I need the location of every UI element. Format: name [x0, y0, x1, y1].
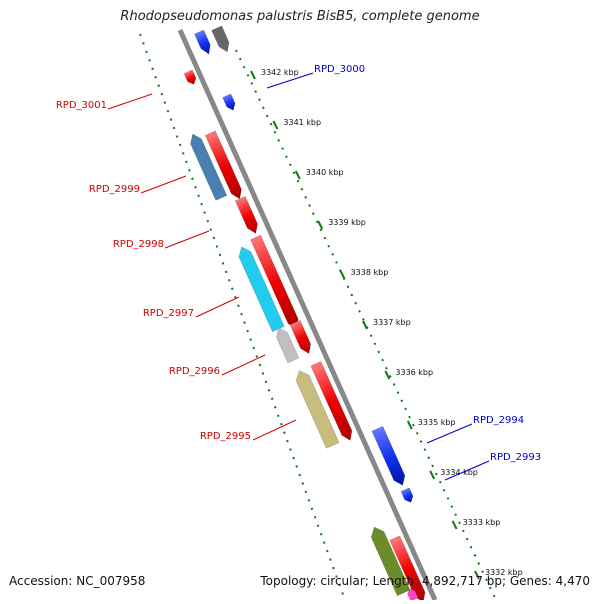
scale-tick-label: 3339 kbp — [328, 218, 366, 227]
scale-tick-label: 3342 kbp — [261, 68, 299, 77]
scale-tick-label: 3336 kbp — [395, 368, 433, 377]
scale-tick-mark — [429, 470, 436, 480]
gene-next-red-arrow[interactable] — [389, 535, 429, 603]
gene-label-reverse[interactable]: RPD_2995 — [200, 431, 251, 442]
gene-label-forward[interactable]: RPD_3000 — [314, 64, 365, 75]
gene-label-reverse[interactable]: RPD_3001 — [56, 100, 107, 111]
gene-steelblue-arrow[interactable] — [187, 132, 228, 201]
scale-tick-mark — [474, 570, 480, 580]
scale-tick-label: 3334 kbp — [440, 468, 478, 477]
gene-label-leader-line — [140, 175, 187, 194]
scale-tick-mark — [317, 220, 324, 230]
gene-label-reverse[interactable]: RPD_2998 — [113, 239, 164, 250]
gene-label-leader-line — [195, 296, 240, 318]
scale-tick-mark — [339, 270, 346, 280]
gene-rpd-3001-arrow[interactable] — [183, 69, 198, 86]
scale-tick-label: 3340 kbp — [306, 168, 344, 177]
scale-tick-label: 3333 kbp — [463, 518, 501, 527]
gene-khaki-arrow[interactable] — [293, 368, 340, 449]
gene-label-leader-line — [107, 93, 153, 110]
gene-top-blue-arrow[interactable] — [194, 29, 214, 56]
scale-tick-mark — [384, 370, 391, 380]
gene-rpd-2995-arrow[interactable] — [310, 361, 355, 442]
scale-ticks: 3342 kbp 3341 kbp 3340 kbp 3339 kbp 3338 kbp… — [250, 68, 523, 580]
gene-top-gray-arrow[interactable] — [211, 25, 233, 54]
scale-tick-label: 3337 kbp — [373, 318, 411, 327]
scale-tick-mark — [272, 120, 279, 130]
gene-olive-arrow[interactable] — [368, 524, 411, 597]
gene-rpd-2996-arrow[interactable] — [289, 319, 314, 356]
gene-rpd-3000-arrow[interactable] — [222, 93, 238, 112]
scale-tick-label: 3335 kbp — [418, 418, 456, 427]
gene-label-leader-line — [252, 419, 297, 441]
track-outline-left — [139, 33, 346, 601]
gene-label-reverse[interactable]: RPD_2997 — [143, 308, 194, 319]
scale-tick-label: 3341 kbp — [283, 118, 321, 127]
gene-rpd-2998-arrow[interactable] — [234, 196, 261, 235]
gene-label-reverse[interactable]: RPD_2999 — [89, 184, 140, 195]
scale-tick-mark — [250, 70, 256, 80]
scale-tick-mark — [294, 170, 301, 180]
gene-label-leader-line — [164, 230, 210, 249]
gene-label-forward[interactable]: RPD_2993 — [490, 452, 541, 463]
accession-text: Accession: NC_007958 — [9, 574, 146, 588]
scale-tick-label: 3338 kbp — [351, 268, 389, 277]
gene-label-leader-line — [426, 423, 473, 444]
gene-label-leader-line — [266, 72, 314, 89]
gene-label-leader-line — [444, 460, 490, 481]
gene-cyan-arrow[interactable] — [236, 244, 285, 333]
scale-tick-mark — [362, 320, 368, 330]
scale-tick-label: 3332 kbp — [485, 568, 523, 577]
genome-backbone — [177, 28, 438, 602]
gene-features — [183, 25, 429, 603]
gene-rpd-2999-arrow[interactable] — [204, 130, 244, 201]
gene-gray-arrow[interactable] — [273, 325, 300, 364]
genome-title: Rhodopseudomonas palustris BisB5, comple… — [120, 9, 480, 24]
gene-label-forward[interactable]: RPD_2994 — [473, 415, 524, 426]
gene-label-leader-line — [221, 354, 266, 376]
scale-tick-mark — [451, 520, 458, 530]
gene-label-reverse[interactable]: RPD_2996 — [169, 366, 220, 377]
scale-tick-mark — [406, 420, 413, 430]
topology-text: Topology: circular; Length: 4,892,717 bp… — [260, 574, 590, 588]
gene-labels: RPD_3001 RPD_2999 RPD_2998 RPD_2997 RPD_2996… — [56, 64, 541, 481]
gene-rpd-2994-arrow[interactable] — [371, 425, 408, 487]
gene-rpd-2993-arrow[interactable] — [400, 487, 415, 504]
